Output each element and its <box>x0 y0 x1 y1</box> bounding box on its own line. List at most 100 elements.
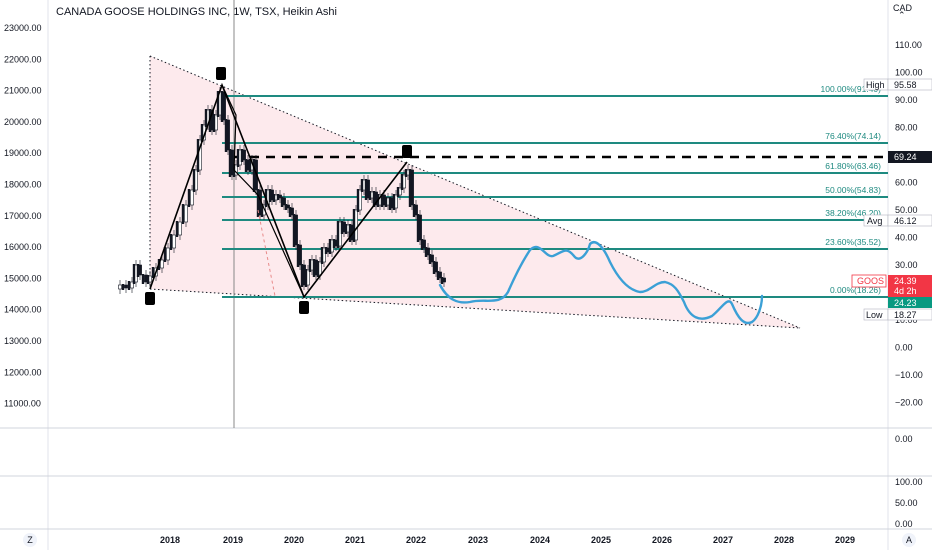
left-axis-tick-label: 22000.00 <box>4 54 42 64</box>
candle-body <box>344 224 348 234</box>
candle-body <box>352 209 356 242</box>
candle-body <box>388 197 392 210</box>
candle-body <box>384 197 388 207</box>
pattern-point-b-marker[interactable] <box>299 301 309 314</box>
candle-body <box>146 275 150 284</box>
candle-body <box>368 191 372 200</box>
triangle-lower-edge[interactable] <box>149 288 801 329</box>
fib-level-label: 23.60%(35.52) <box>825 237 881 247</box>
pattern-point-a-marker[interactable] <box>216 67 226 80</box>
pattern-point-c-marker[interactable] <box>402 145 412 158</box>
xabcd-pattern-lines[interactable] <box>149 82 408 299</box>
symbol-label: GOOS <box>857 276 884 286</box>
fibonacci-retracement[interactable]: 100.00%(91.40) 76.40%(74.14) 61.80%(63.46)… <box>222 84 888 298</box>
candle-body <box>436 271 440 280</box>
left-axis-tick-label: 15000.00 <box>4 273 42 283</box>
candle-body <box>364 179 368 200</box>
candle-body <box>284 204 288 210</box>
time-axis[interactable]: 2018 2019 2020 2021 2022 2023 2024 2025 2026 2027… <box>160 535 855 545</box>
candle-body <box>324 247 328 254</box>
right-axis-tick-label: 100.00 <box>895 68 923 78</box>
time-axis-tick-label: 2019 <box>223 535 243 545</box>
candle-body <box>190 189 194 206</box>
candle-body <box>187 189 191 207</box>
candle-body <box>127 281 131 290</box>
fib-level-label: 50.00%(54.83) <box>825 185 881 195</box>
candle-body <box>408 169 412 207</box>
left-axis-tick-label: 12000.00 <box>4 367 42 377</box>
candle-body <box>328 239 332 254</box>
left-axis-tick-label: 19000.00 <box>4 148 42 158</box>
candle-body <box>228 149 232 177</box>
candle-body <box>404 169 408 177</box>
left-axis-tick-label: 11000.00 <box>4 399 41 409</box>
candle-body <box>181 204 185 224</box>
candle-body <box>260 204 264 217</box>
time-axis-tick-label: 2029 <box>835 535 855 545</box>
candle-body <box>304 269 308 287</box>
time-axis-tick-label: 2021 <box>345 535 365 545</box>
left-price-axis[interactable]: 23000.00 22000.00 21000.00 20000.00 19000.00… <box>4 23 42 409</box>
time-axis-tick-label: 2026 <box>652 535 672 545</box>
pane3-axis-tick-label: 50.00 <box>895 498 918 508</box>
candle-body <box>240 149 244 162</box>
right-axis-tick-label: −20.00 <box>895 398 923 408</box>
candle-body <box>400 174 404 190</box>
candle-body <box>332 239 336 248</box>
right-axis-tick-label: 60.00 <box>895 178 918 188</box>
right-axis-tick-label: 50.00 <box>895 205 918 215</box>
right-axis-tick-label: 40.00 <box>895 233 918 243</box>
fib-level-label: 61.80%(63.46) <box>825 161 881 171</box>
candle-body <box>288 207 292 217</box>
candle-body <box>252 159 256 192</box>
left-axis-tick-label: 23000.00 <box>4 23 42 33</box>
currency-label: CAD <box>893 3 913 13</box>
candle-body <box>163 247 167 262</box>
auto-scale-toggle[interactable]: A <box>902 533 916 547</box>
candle-body <box>396 187 400 197</box>
fib-level-label: 100.00%(91.40) <box>821 84 882 94</box>
pane3-axis-tick-label: 0.00 <box>895 519 913 529</box>
fib-level-label: 0.00%(18.26) <box>830 285 881 295</box>
candle-body <box>380 194 384 207</box>
right-axis-tick-label: 80.00 <box>895 123 918 133</box>
candle-body <box>256 189 260 217</box>
pane3-axis[interactable]: 100.00 50.00 0.00 <box>895 477 923 529</box>
candle-body <box>220 91 224 122</box>
candle-body <box>151 267 155 278</box>
candle-body <box>340 221 344 234</box>
candle-body <box>160 259 164 269</box>
log-scale-toggle[interactable]: Z <box>23 533 37 547</box>
avg-tag: Avg 46.12 <box>863 214 932 227</box>
left-axis-tick-label: 21000.00 <box>4 86 42 96</box>
candle-body <box>272 194 276 202</box>
candle-body <box>320 247 324 264</box>
candle-body <box>356 189 360 212</box>
pattern-point-x-marker[interactable] <box>145 292 155 305</box>
candle-body <box>336 221 340 248</box>
candle-body <box>178 221 182 236</box>
candle-body <box>432 261 436 274</box>
candle-body <box>192 169 196 192</box>
candle-body <box>420 239 424 250</box>
left-axis-tick-label: 16000.00 <box>4 242 42 252</box>
candle-body <box>316 261 320 277</box>
time-axis-tick-label: 2028 <box>774 535 794 545</box>
current-price-value: 24.39 <box>894 276 917 286</box>
candle-body <box>200 124 204 142</box>
candle-body <box>204 109 208 127</box>
time-axis-tick-label: 2025 <box>591 535 611 545</box>
candle-body <box>392 194 396 210</box>
candle-body <box>244 159 248 172</box>
candle-body <box>276 194 280 200</box>
avg-value: 46.12 <box>894 216 917 226</box>
candle-body <box>172 234 176 249</box>
scroll-up-icon[interactable]: ⌃ <box>898 10 906 20</box>
triangle-upper-edge[interactable] <box>149 55 801 329</box>
right-axis-tick-label: 90.00 <box>895 95 918 105</box>
left-axis-tick-label: 18000.00 <box>4 180 42 190</box>
right-axis-tick-label: 30.00 <box>895 260 918 270</box>
forecast-brush-path[interactable] <box>438 241 764 325</box>
candle-body <box>308 259 312 272</box>
